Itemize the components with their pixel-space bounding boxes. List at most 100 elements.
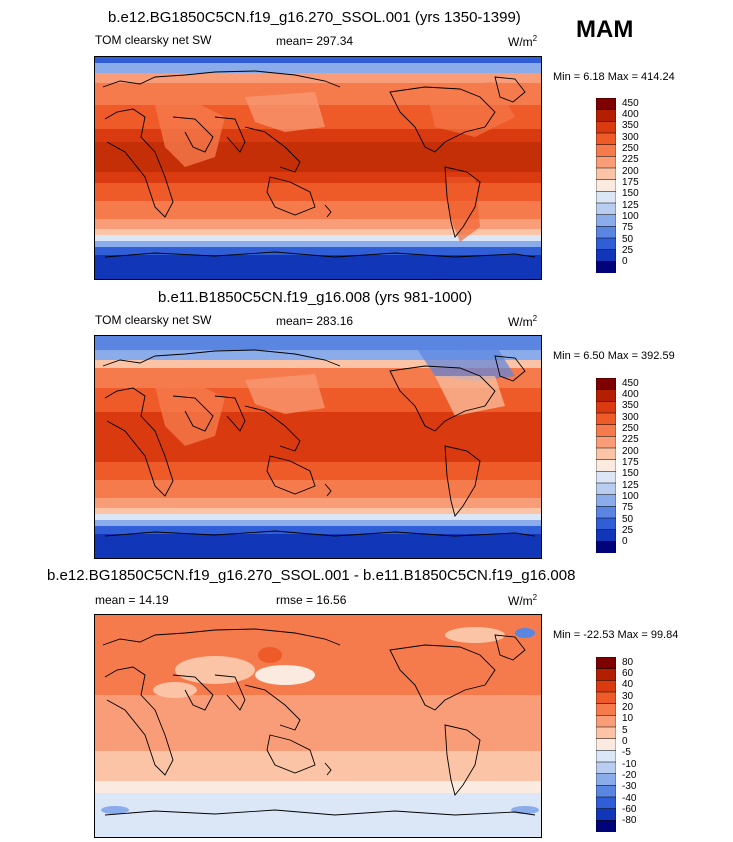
panel3-rmse: rmse = 16.56 (276, 593, 347, 607)
colorbar-swatch (595, 529, 617, 543)
cb3-label: -30 (622, 781, 637, 792)
cb3-label: 60 (622, 668, 634, 679)
panel1-units: W/m2 (508, 34, 538, 49)
colorbar-swatch (595, 750, 617, 763)
cb3-label: 30 (622, 691, 634, 702)
colorbar-swatch (595, 715, 617, 728)
colorbar-swatch (595, 808, 617, 822)
colorbar-swatch (595, 691, 617, 705)
cb2-label: 150 (622, 468, 639, 479)
cb3-label: 0 (622, 736, 628, 747)
colorbar-swatch (595, 144, 617, 158)
colorbar-swatch (595, 726, 617, 740)
colorbar-swatch (595, 109, 617, 123)
colorbar-swatch (595, 761, 617, 775)
cb2-label: 175 (622, 457, 639, 468)
panel3-colorbar (595, 656, 617, 833)
panel2-map (94, 335, 542, 559)
colorbar-swatch (595, 401, 617, 414)
colorbar-swatch (595, 121, 617, 134)
colorbar-swatch (595, 656, 617, 670)
panel2-title: b.e11.B1850C5CN.f19_g16.008 (yrs 981-100… (158, 289, 473, 306)
cb3-label: -5 (622, 747, 631, 758)
cb3-label: 5 (622, 725, 628, 736)
cb1-label: 175 (622, 177, 639, 188)
colorbar-swatch (595, 167, 617, 181)
colorbar-swatch (595, 541, 617, 554)
cb3-label: -40 (622, 793, 637, 804)
panel1-mean: mean= 297.34 (276, 34, 354, 48)
season-label: MAM (576, 16, 634, 43)
panel1-left-label: TOM clearsky net SW (95, 33, 212, 47)
colorbar-swatch (595, 796, 617, 810)
panel2-mean: mean= 283.16 (276, 314, 354, 328)
cb1-label: 250 (622, 143, 639, 154)
cb1-label: 400 (622, 109, 639, 120)
colorbar-swatch (595, 424, 617, 438)
panel3-mean: mean = 14.19 (95, 593, 169, 607)
colorbar-swatch (595, 389, 617, 403)
cb2-label: 350 (622, 400, 639, 411)
colorbar-swatch (595, 482, 617, 496)
cb3-label: -80 (622, 815, 637, 826)
cb1-label: 50 (622, 234, 634, 245)
colorbar-swatch (595, 773, 617, 787)
colorbar-swatch (595, 517, 617, 531)
colorbar-swatch (595, 202, 617, 216)
panel2-units: W/m2 (508, 314, 538, 329)
panel3-map (94, 614, 542, 838)
colorbar-swatch (595, 132, 617, 146)
cb1-label: 450 (622, 98, 639, 109)
colorbar-swatch (595, 506, 617, 519)
colorbar-swatch (595, 249, 617, 263)
panel1-title: b.e12.BG1850C5CN.f19_g16.270_SSOL.001 (y… (108, 9, 521, 26)
colorbar-swatch (595, 471, 617, 484)
colorbar-swatch (595, 785, 617, 798)
colorbar-swatch (595, 156, 617, 169)
cb3-label: 80 (622, 657, 634, 668)
cb2-label: 0 (622, 536, 628, 547)
cb2-label: 125 (622, 480, 639, 491)
panel3-minmax: Min = -22.53 Max = 99.84 (553, 629, 679, 641)
colorbar-swatch (595, 680, 617, 693)
colorbar-swatch (595, 494, 617, 508)
cb3-label: 10 (622, 713, 634, 724)
colorbar-swatch (595, 261, 617, 274)
cb2-label: 50 (622, 514, 634, 525)
cb1-label: 350 (622, 120, 639, 131)
cb2-label: 25 (622, 525, 634, 536)
cb1-label: 300 (622, 132, 639, 143)
cb1-label: 125 (622, 200, 639, 211)
colorbar-swatch (595, 436, 617, 449)
cb3-label: 40 (622, 679, 634, 690)
colorbar-swatch (595, 179, 617, 193)
cb2-label: 75 (622, 502, 634, 513)
cb1-label: 150 (622, 188, 639, 199)
colorbar-swatch (595, 820, 617, 833)
cb1-label: 200 (622, 166, 639, 177)
cb3-label: -60 (622, 804, 637, 815)
panel2-colorbar (595, 377, 617, 554)
colorbar-swatch (595, 377, 617, 391)
colorbar-swatch (595, 459, 617, 473)
cb1-label: 25 (622, 245, 634, 256)
colorbar-swatch (595, 447, 617, 461)
cb3-label: 20 (622, 702, 634, 713)
panel1-map (94, 56, 542, 280)
colorbar-swatch (595, 412, 617, 426)
panel2-minmax: Min = 6.50 Max = 392.59 (553, 350, 675, 362)
cb2-label: 300 (622, 412, 639, 423)
panel1-colorbar (595, 97, 617, 274)
colorbar-swatch (595, 226, 617, 239)
colorbar-swatch (595, 738, 617, 752)
cb2-label: 450 (622, 378, 639, 389)
colorbar-swatch (595, 214, 617, 228)
colorbar-swatch (595, 97, 617, 111)
panel3-title: b.e12.BG1850C5CN.f19_g16.270_SSOL.001 - … (47, 567, 576, 584)
colorbar-swatch (595, 237, 617, 251)
cb1-label: 100 (622, 211, 639, 222)
colorbar-swatch (595, 668, 617, 682)
cb1-label: 0 (622, 256, 628, 267)
cb1-label: 75 (622, 222, 634, 233)
cb2-label: 200 (622, 446, 639, 457)
